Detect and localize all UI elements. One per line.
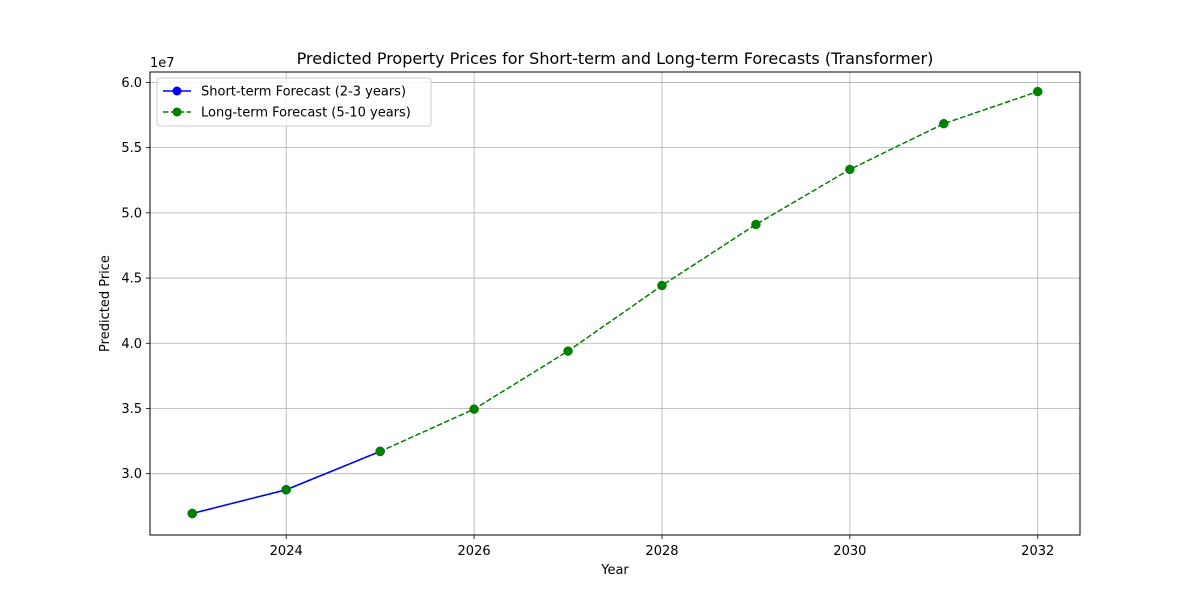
data-point-1 [469, 404, 479, 414]
y-tick-label: 4.0 [121, 337, 142, 352]
x-tick-label: 2032 [1021, 544, 1054, 559]
data-point-1 [187, 508, 198, 519]
y-axis-offset-label: 1e7 [150, 56, 175, 71]
x-tick-label: 2026 [458, 544, 491, 559]
data-point-1 [563, 346, 573, 356]
legend-box [156, 77, 432, 127]
data-point-1 [939, 118, 949, 129]
series-layer [187, 86, 1043, 519]
x-tick-label: 2028 [645, 544, 678, 559]
data-point-1 [1032, 86, 1043, 97]
x-axis: 2024 2026 2028 2030 2032 [270, 535, 1054, 559]
y-tick-label: 6.0 [121, 76, 142, 91]
data-point-1 [281, 484, 291, 495]
data-point-1 [845, 164, 855, 175]
legend: Short-term Forecast (2-3 years) Long-term… [156, 77, 432, 127]
y-tick-label: 5.0 [121, 206, 142, 221]
legend-label-1: Long-term Forecast (5-10 years) [201, 106, 411, 121]
y-tick-label: 3.0 [121, 467, 142, 482]
y-tick-label: 3.5 [121, 402, 142, 417]
data-point-1 [751, 219, 761, 230]
y-tick-label: 5.5 [121, 141, 142, 156]
legend-marker-0 [172, 86, 182, 96]
x-tick-label: 2024 [270, 544, 303, 559]
data-point-1 [657, 280, 667, 291]
data-point-1 [375, 446, 385, 457]
y-tick-label: 4.5 [121, 272, 142, 287]
y-axis: 3.0 3.5 4.0 4.5 5.0 5.5 6.0 [121, 76, 150, 482]
y-axis-label: Predicted Price [98, 255, 113, 352]
x-tick-label: 2030 [833, 544, 866, 559]
x-axis-label: Year [600, 563, 629, 578]
grid-lines [150, 72, 1080, 535]
legend-label-0: Short-term Forecast (2-3 years) [201, 85, 406, 100]
plot-area-frame [149, 71, 1081, 536]
chart-title: Predicted Property Prices for Short-term… [297, 49, 934, 68]
legend-marker-1 [172, 107, 182, 117]
